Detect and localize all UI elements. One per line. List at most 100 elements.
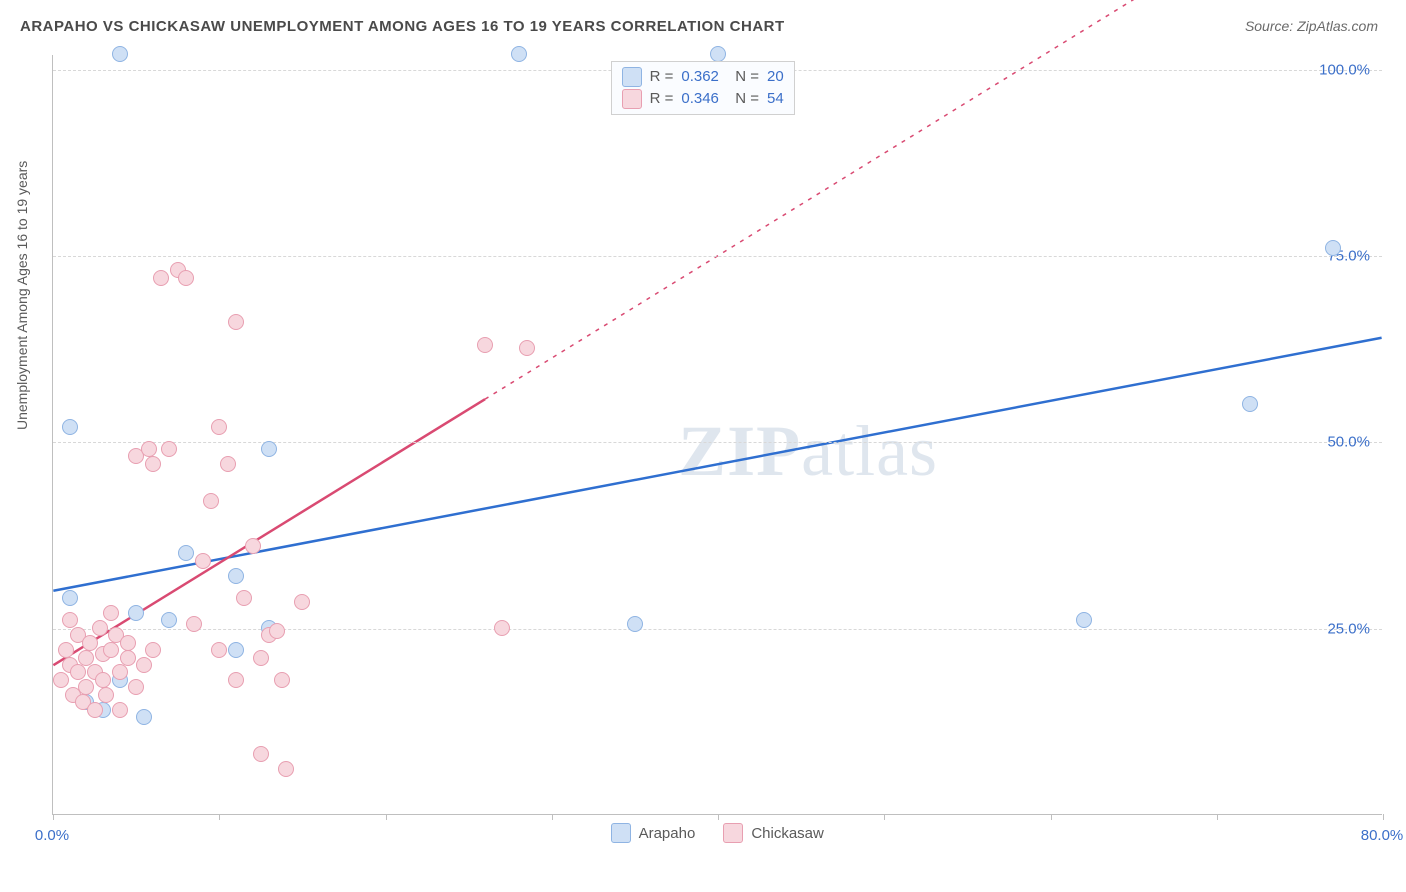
scatter-point [220,456,236,472]
x-tick [386,814,387,820]
scatter-point [95,672,111,688]
x-tick-label: 0.0% [35,827,69,844]
legend-n-value: 20 [767,66,784,88]
scatter-point [278,761,294,777]
scatter-point [87,702,103,718]
legend-n-value: 54 [767,88,784,110]
source-label: Source: ZipAtlas.com [1245,18,1378,34]
scatter-point [128,679,144,695]
legend-row: R = 0.346 N = 54 [622,88,784,110]
scatter-point [203,493,219,509]
scatter-point [82,635,98,651]
watermark: ZIPatlas [678,410,938,493]
legend-swatch [611,823,631,843]
scatter-point [58,642,74,658]
scatter-point [477,337,493,353]
x-tick [884,814,885,820]
legend-r-value: 0.346 [681,88,719,110]
scatter-point [178,545,194,561]
scatter-point [228,568,244,584]
scatter-point [62,419,78,435]
scatter-point [141,441,157,457]
x-tick [718,814,719,820]
scatter-point [245,538,261,554]
scatter-point [511,46,527,62]
x-tick-label: 80.0% [1361,827,1404,844]
scatter-point [153,270,169,286]
scatter-point [120,635,136,651]
watermark-rest: atlas [801,411,938,491]
scatter-point [494,620,510,636]
scatter-point [78,679,94,695]
scatter-point [1325,240,1341,256]
scatter-point [112,664,128,680]
scatter-point [98,687,114,703]
scatter-point [274,672,290,688]
plot-area: ZIPatlas 25.0%50.0%75.0%100.0% [52,55,1382,815]
scatter-point [62,590,78,606]
legend-n-label: N = [727,66,759,88]
scatter-point [228,672,244,688]
scatter-point [236,590,252,606]
scatter-point [145,642,161,658]
scatter-point [195,553,211,569]
scatter-point [128,605,144,621]
scatter-point [519,340,535,356]
chart-title: ARAPAHO VS CHICKASAW UNEMPLOYMENT AMONG … [20,18,785,35]
scatter-point [78,650,94,666]
series-legend: Arapaho Chickasaw [611,823,824,843]
x-tick [1383,814,1384,820]
y-axis-label: Unemployment Among Ages 16 to 19 years [14,161,30,430]
legend-swatch [622,67,642,87]
scatter-point [103,642,119,658]
x-tick [53,814,54,820]
legend-r-label: R = [650,66,674,88]
correlation-legend: R = 0.362 N = 20 R = 0.346 N = 54 [611,61,795,115]
scatter-point [1076,612,1092,628]
legend-series-name: Arapaho [639,825,696,842]
scatter-point [261,441,277,457]
legend-item: Arapaho [611,823,696,843]
x-tick [219,814,220,820]
scatter-point [186,616,202,632]
scatter-point [253,650,269,666]
legend-swatch [723,823,743,843]
scatter-point [211,419,227,435]
scatter-point [103,605,119,621]
y-tick-label: 50.0% [1327,434,1370,451]
scatter-point [62,612,78,628]
x-tick [1217,814,1218,820]
scatter-point [178,270,194,286]
scatter-point [136,709,152,725]
legend-item: Chickasaw [723,823,824,843]
y-tick-label: 100.0% [1319,61,1370,78]
scatter-point [136,657,152,673]
gridline-h [53,442,1382,443]
scatter-point [228,314,244,330]
scatter-point [627,616,643,632]
legend-r-label: R = [650,88,674,110]
legend-row: R = 0.362 N = 20 [622,66,784,88]
legend-n-label: N = [727,88,759,110]
gridline-h [53,629,1382,630]
scatter-point [211,642,227,658]
scatter-point [145,456,161,472]
scatter-point [228,642,244,658]
x-tick [1051,814,1052,820]
scatter-point [92,620,108,636]
legend-r-value: 0.362 [681,66,719,88]
legend-swatch [622,89,642,109]
gridline-h [53,256,1382,257]
scatter-point [269,623,285,639]
y-tick-label: 25.0% [1327,620,1370,637]
scatter-point [120,650,136,666]
scatter-point [710,46,726,62]
scatter-point [161,441,177,457]
scatter-point [53,672,69,688]
legend-series-name: Chickasaw [751,825,824,842]
scatter-point [1242,396,1258,412]
x-tick [552,814,553,820]
regression-lines [53,55,1382,814]
scatter-point [112,46,128,62]
scatter-point [112,702,128,718]
